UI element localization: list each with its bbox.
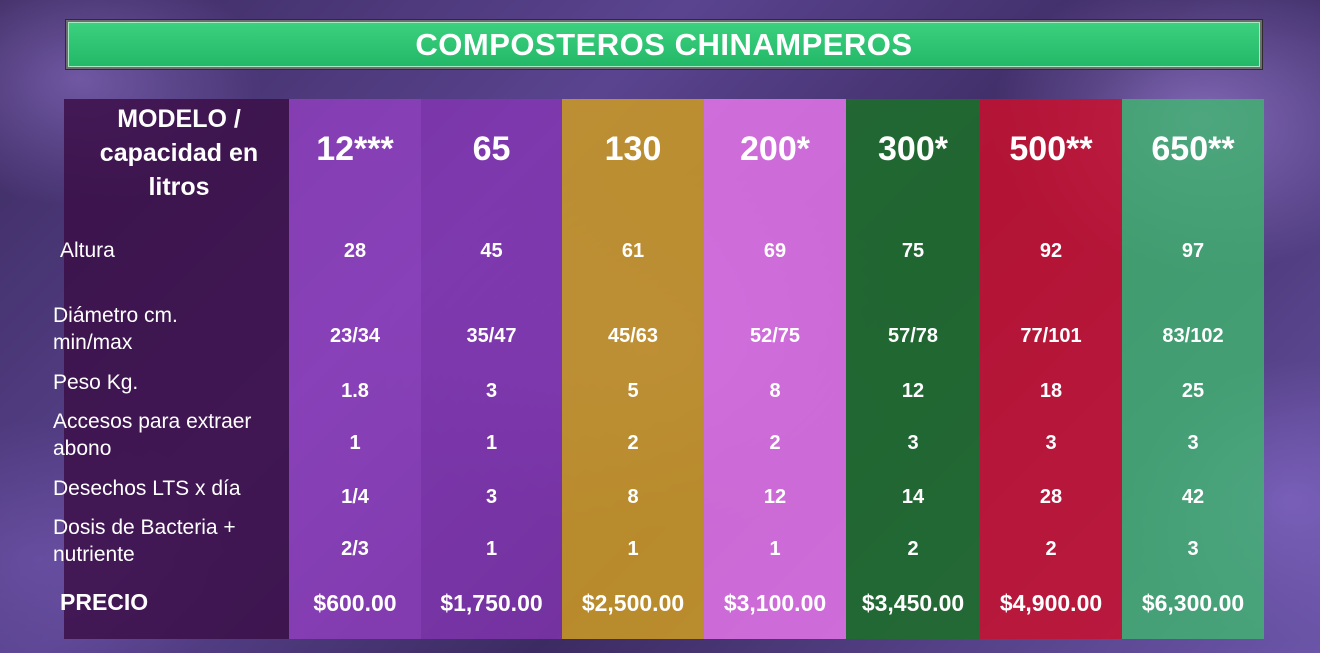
model-capacity: 200* (740, 129, 810, 168)
model-column: 500** 92 77/101 18 3 28 2 $4,900.00 (980, 99, 1122, 639)
model-column: 300* 75 57/78 12 3 14 2 $3,450.00 (846, 99, 980, 639)
table-cell: 3 (485, 485, 498, 508)
table-cell: 57/78 (887, 324, 939, 347)
table-cell: 1 (627, 537, 639, 560)
table-cell: 8 (769, 379, 781, 402)
table-cell: 35/47 (466, 324, 517, 347)
table-cell: 2 (769, 431, 781, 454)
table-cell: 92 (1039, 239, 1063, 262)
product-table: MODELO / capacidad en litros Altura Diám… (53, 99, 1264, 639)
price-cell: $2,500.00 (581, 589, 685, 616)
table-cell: 3 (1187, 537, 1199, 560)
table-cell: 18 (1039, 379, 1063, 402)
price-cell: $3,450.00 (861, 589, 965, 616)
table-cell: 28 (343, 239, 367, 262)
row-label-precio: PRECIO (60, 589, 149, 615)
table-cell: 1.8 (341, 379, 369, 402)
table-cell: 3 (485, 379, 498, 402)
table-cell: 61 (621, 239, 645, 262)
table-cell: 3 (907, 431, 919, 454)
price-cell: $1,750.00 (440, 589, 543, 616)
model-column: 12*** 28 23/34 1.8 1 1/4 2/3 $600.00 (289, 99, 421, 639)
table-cell: 1 (485, 537, 498, 560)
row-label-accesos: Accesos para extraer abono (53, 410, 252, 460)
table-cell: 2/3 (341, 537, 369, 560)
table-cell: 2 (1045, 537, 1057, 560)
price-cell: $6,300.00 (1141, 589, 1245, 616)
table-cell: 12 (763, 485, 787, 508)
row-label-altura: Altura (60, 239, 115, 262)
table-cell: 28 (1039, 485, 1063, 508)
table-cell: 1 (485, 431, 498, 454)
table-cell: 1 (349, 431, 361, 454)
row-label-peso: Peso Kg. (53, 371, 139, 394)
table-cell: 2 (907, 537, 919, 560)
table-cell: 3 (1187, 431, 1199, 454)
model-capacity: 12*** (316, 129, 394, 168)
table-cell: 52/75 (749, 324, 801, 347)
table-cell: 5 (627, 379, 639, 402)
model-column: 200* 69 52/75 8 2 12 1 $3,100.00 (704, 99, 846, 639)
table-cell: 1/4 (341, 485, 369, 508)
price-cell: $600.00 (313, 589, 397, 616)
table-cell: 45/63 (607, 324, 659, 347)
table-cell: 25 (1181, 379, 1205, 402)
table-cell: 3 (1045, 431, 1057, 454)
table-cell: 97 (1181, 239, 1205, 262)
table-cell: 42 (1181, 485, 1205, 508)
model-column: 650** 97 83/102 25 3 42 3 $6,300.00 (1122, 99, 1264, 639)
table-cell: 12 (901, 379, 925, 402)
table-cell: 75 (901, 239, 925, 262)
label-column: MODELO / capacidad en litros Altura Diám… (53, 99, 289, 639)
row-label-dosis: Dosis de Bacteria + nutriente (53, 516, 236, 566)
table-cell: 14 (901, 485, 925, 508)
table-cell: 77/101 (1020, 324, 1082, 347)
table-cell: 8 (627, 485, 639, 508)
row-label-diametro: Diámetro cm. min/max (53, 304, 178, 354)
price-cell: $3,100.00 (723, 589, 827, 616)
model-capacity: 65 (472, 129, 511, 168)
table-cell: 23/34 (329, 324, 381, 347)
table-cell: 45 (480, 239, 503, 262)
model-capacity: 650** (1151, 129, 1235, 168)
table-cell: 83/102 (1162, 324, 1224, 347)
model-column: 130 61 45/63 5 2 8 1 $2,500.00 (562, 99, 704, 639)
row-label-desechos: Desechos LTS x día (53, 477, 241, 500)
model-column: 65 45 35/47 3 1 3 1 $1,750.00 (421, 99, 562, 639)
table-cell: 69 (763, 239, 787, 262)
model-capacity: 500** (1009, 129, 1093, 168)
model-capacity: 130 (604, 129, 662, 168)
model-capacity: 300* (878, 129, 948, 168)
price-cell: $4,900.00 (999, 589, 1103, 616)
table-cell: 1 (769, 537, 781, 560)
table-cell: 2 (627, 431, 639, 454)
header-label: MODELO / capacidad en litros (99, 105, 259, 201)
page-title: COMPOSTEROS CHINAMPEROS (66, 20, 1262, 69)
